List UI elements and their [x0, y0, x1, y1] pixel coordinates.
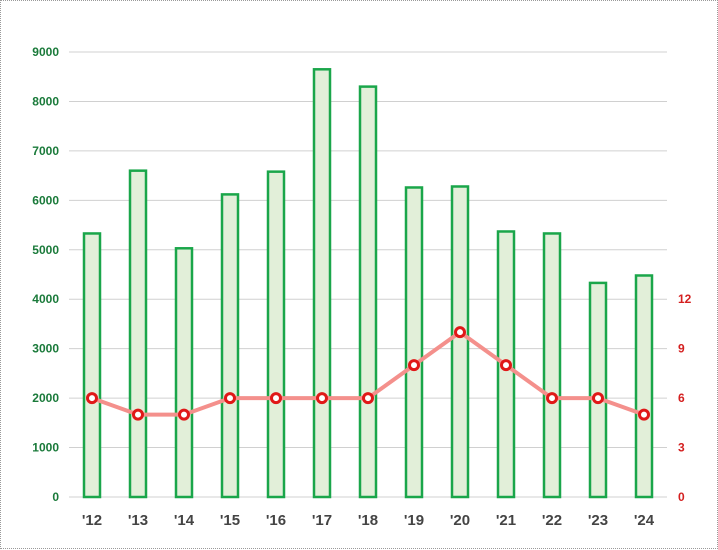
line-series	[86, 326, 650, 421]
line-point	[454, 326, 466, 339]
line-point	[178, 408, 190, 421]
left-axis-tick-label: 1000	[32, 441, 59, 455]
line-point	[86, 392, 98, 405]
bar-series	[82, 68, 654, 499]
line-point	[638, 408, 650, 421]
right-axis-ticks: 0 3 6 9 12	[678, 292, 692, 504]
x-axis-tick-label: '24	[634, 512, 655, 529]
right-axis-tick-label: 6	[678, 391, 685, 405]
bar	[450, 185, 470, 499]
bar	[266, 170, 286, 499]
x-axis-tick-label: '12	[82, 512, 102, 529]
line-point	[224, 392, 236, 405]
x-axis-tick-label: '21	[496, 512, 516, 529]
bar	[358, 85, 378, 499]
right-axis-tick-label: 3	[678, 441, 685, 455]
left-axis-tick-label: 2000	[32, 391, 59, 405]
line-point	[132, 408, 144, 421]
bar	[634, 274, 654, 499]
x-axis-tick-label: '20	[450, 512, 470, 529]
left-axis-tick-label: 6000	[32, 193, 59, 207]
left-axis-ticks: 0 1000 2000 3000 4000 5000 6000 7000 8000 9000	[32, 45, 59, 504]
bar	[174, 247, 194, 499]
line-point	[546, 392, 558, 405]
x-axis-tick-label: '16	[266, 512, 286, 529]
left-axis-tick-label: 8000	[32, 94, 59, 108]
x-axis-tick-label: '17	[312, 512, 332, 529]
x-axis-tick-label: '19	[404, 512, 424, 529]
line-point	[362, 392, 374, 405]
x-axis-tick-label: '18	[358, 512, 378, 529]
line-point	[316, 392, 328, 405]
x-axis-tick-label: '13	[128, 512, 148, 529]
x-axis-tick-label: '15	[220, 512, 240, 529]
x-axis-ticks: '12 '13 '14 '15 '16 '17 '18 '19 '20 '21 '22 '23 '24	[82, 512, 655, 529]
left-axis-tick-label: 3000	[32, 342, 59, 356]
line-point	[408, 359, 420, 372]
bar	[542, 232, 562, 499]
line-point	[592, 392, 604, 405]
bar	[588, 281, 608, 499]
x-axis-tick-label: '14	[174, 512, 195, 529]
bar	[82, 232, 102, 499]
left-axis-tick-label: 0	[52, 490, 59, 504]
bar	[312, 68, 332, 499]
bar	[128, 169, 148, 499]
left-axis-tick-label: 9000	[32, 45, 59, 59]
bar	[220, 193, 240, 499]
bar	[404, 186, 424, 499]
left-axis-tick-label: 5000	[32, 243, 59, 257]
line-point	[270, 392, 282, 405]
right-axis-tick-label: 9	[678, 342, 685, 356]
line-point	[500, 359, 512, 372]
right-axis-tick-label: 12	[678, 292, 692, 306]
x-axis-tick-label: '22	[542, 512, 562, 529]
x-axis-tick-label: '23	[588, 512, 608, 529]
right-axis-tick-label: 0	[678, 490, 685, 504]
left-axis-tick-label: 7000	[32, 144, 59, 158]
left-axis-tick-label: 4000	[32, 292, 59, 306]
